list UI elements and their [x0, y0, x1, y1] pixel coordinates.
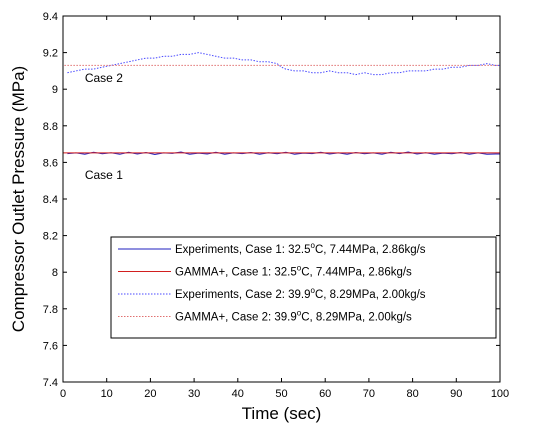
y-tick-label: 7.6	[43, 340, 58, 352]
ticks-layer: 0 10 20 30 40 50 60 70 80 90 100 7.4 7.6 7.8 8 8.2 8.4 8.…	[43, 11, 509, 400]
x-axis-label: Time (sec)	[242, 404, 322, 423]
series-line-2	[67, 52, 500, 76]
x-tick-label: 80	[406, 388, 418, 400]
x-tick-label: 70	[363, 388, 375, 400]
legend-entry: Experiments, Case 2: 39.9oC, 8.29MPa, 2.…	[175, 286, 426, 301]
annotations: Case 2 Case 1	[85, 71, 123, 182]
y-tick-label: 9.2	[43, 48, 58, 60]
y-tick-label: 7.4	[43, 377, 58, 389]
y-tick-label: 8.2	[43, 231, 58, 243]
y-tick-label: 8.4	[43, 194, 58, 206]
y-axis-label: Compressor Outlet Pressure (MPa)	[9, 66, 28, 332]
annotation-label: Case 1	[85, 168, 123, 182]
series-line-0	[67, 151, 500, 156]
x-tick-label: 30	[188, 388, 200, 400]
y-tick-label: 8	[52, 267, 58, 279]
legend: Experiments, Case 1: 32.5oC, 7.44MPa, 2.…	[110, 236, 497, 339]
x-tick-label: 60	[319, 388, 331, 400]
y-tick-label: 9.4	[43, 11, 58, 23]
x-tick-label: 20	[144, 388, 156, 400]
x-tick-label: 40	[232, 388, 244, 400]
y-tick-label: 9	[52, 84, 58, 96]
legend-entry: Experiments, Case 1: 32.5oC, 7.44MPa, 2.…	[175, 241, 426, 256]
legend-box	[110, 236, 497, 339]
legend-entry: GAMMA+, Case 2: 39.9oC, 8.29MPa, 2.00kg/…	[175, 309, 412, 324]
y-tick-label: 8.8	[43, 121, 58, 133]
x-tick-label: 100	[491, 388, 509, 400]
annotation-label: Case 2	[85, 71, 123, 85]
legend-entry: GAMMA+, Case 1: 32.5oC, 7.44MPa, 2.86kg/…	[175, 264, 412, 279]
x-tick-label: 0	[60, 388, 66, 400]
x-tick-label: 10	[101, 388, 113, 400]
y-tick-label: 7.8	[43, 304, 58, 316]
y-tick-label: 8.6	[43, 157, 58, 169]
x-tick-label: 90	[450, 388, 462, 400]
x-tick-label: 50	[275, 388, 287, 400]
